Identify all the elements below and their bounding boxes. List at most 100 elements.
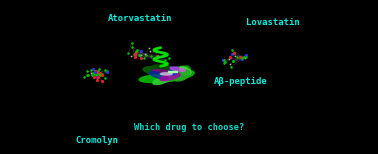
Point bbox=[153, 50, 160, 53]
Point bbox=[237, 55, 243, 58]
Point bbox=[132, 56, 138, 58]
Ellipse shape bbox=[153, 76, 172, 85]
Point bbox=[132, 53, 138, 55]
Text: Which drug to choose?: Which drug to choose? bbox=[134, 123, 244, 132]
Point bbox=[133, 50, 139, 53]
Ellipse shape bbox=[143, 66, 182, 75]
Point bbox=[128, 55, 134, 58]
Ellipse shape bbox=[170, 67, 185, 71]
Point bbox=[241, 56, 247, 59]
Point bbox=[142, 52, 148, 55]
Point bbox=[234, 56, 240, 58]
Point bbox=[92, 70, 98, 72]
Ellipse shape bbox=[169, 67, 179, 75]
Point bbox=[91, 76, 98, 78]
Point bbox=[92, 71, 98, 74]
Point bbox=[95, 69, 101, 72]
Point bbox=[138, 50, 144, 53]
Point bbox=[141, 56, 147, 59]
Point bbox=[228, 66, 234, 68]
Point bbox=[132, 53, 138, 56]
Ellipse shape bbox=[160, 73, 180, 81]
Point bbox=[146, 46, 152, 49]
Point bbox=[232, 55, 238, 57]
Point bbox=[230, 60, 236, 62]
Point bbox=[155, 55, 161, 57]
Point bbox=[220, 58, 226, 61]
Ellipse shape bbox=[160, 73, 172, 75]
Point bbox=[229, 60, 235, 63]
Point bbox=[90, 71, 96, 74]
Point bbox=[91, 73, 97, 76]
Point bbox=[94, 71, 100, 74]
Point bbox=[94, 79, 100, 81]
Text: Atorvastatin: Atorvastatin bbox=[108, 14, 172, 23]
Point bbox=[132, 52, 138, 55]
Ellipse shape bbox=[152, 70, 173, 75]
Point bbox=[133, 50, 139, 53]
Point bbox=[96, 73, 102, 75]
Point bbox=[84, 73, 90, 76]
Point bbox=[94, 76, 101, 78]
Ellipse shape bbox=[165, 66, 191, 79]
Point bbox=[102, 77, 108, 79]
Point bbox=[239, 58, 245, 60]
Point bbox=[129, 42, 135, 44]
Point bbox=[138, 56, 144, 59]
FancyBboxPatch shape bbox=[168, 71, 177, 72]
Point bbox=[125, 52, 132, 55]
Point bbox=[96, 68, 102, 70]
Point bbox=[135, 48, 141, 51]
Point bbox=[99, 80, 105, 82]
Point bbox=[93, 73, 99, 75]
Point bbox=[229, 53, 235, 55]
Point bbox=[97, 72, 103, 75]
Text: Aβ-peptide: Aβ-peptide bbox=[214, 77, 267, 86]
Ellipse shape bbox=[139, 75, 178, 83]
Point bbox=[243, 54, 249, 57]
Point bbox=[101, 69, 107, 71]
Text: Cromolyn: Cromolyn bbox=[75, 136, 118, 145]
Ellipse shape bbox=[153, 70, 194, 81]
Ellipse shape bbox=[145, 67, 165, 78]
Point bbox=[99, 73, 105, 76]
Point bbox=[88, 72, 94, 74]
Point bbox=[84, 70, 90, 72]
Point bbox=[239, 57, 245, 59]
Point bbox=[104, 71, 110, 73]
Point bbox=[137, 54, 143, 57]
Point bbox=[148, 55, 154, 58]
Point bbox=[94, 76, 100, 79]
Point bbox=[154, 55, 160, 58]
Ellipse shape bbox=[173, 70, 190, 81]
Point bbox=[226, 58, 232, 60]
Point bbox=[166, 57, 172, 59]
Point bbox=[138, 53, 144, 56]
Point bbox=[97, 73, 103, 76]
Point bbox=[136, 54, 143, 57]
Ellipse shape bbox=[149, 72, 168, 79]
Point bbox=[90, 67, 96, 70]
Point bbox=[143, 54, 149, 57]
Point bbox=[153, 58, 159, 61]
Point bbox=[231, 52, 237, 55]
Point bbox=[229, 48, 235, 51]
Point bbox=[243, 56, 249, 59]
Point bbox=[162, 59, 168, 61]
Ellipse shape bbox=[180, 67, 191, 75]
Ellipse shape bbox=[152, 65, 180, 74]
Text: Lovastatin: Lovastatin bbox=[246, 18, 299, 27]
Point bbox=[89, 73, 95, 76]
Point bbox=[81, 75, 87, 78]
Point bbox=[221, 62, 227, 65]
Point bbox=[227, 55, 233, 58]
Point bbox=[99, 73, 105, 76]
Point bbox=[222, 61, 228, 64]
Point bbox=[221, 59, 227, 62]
Point bbox=[227, 63, 233, 65]
Point bbox=[104, 70, 110, 73]
Point bbox=[85, 73, 91, 76]
Point bbox=[91, 75, 97, 78]
Point bbox=[93, 74, 99, 76]
Point bbox=[242, 57, 248, 59]
